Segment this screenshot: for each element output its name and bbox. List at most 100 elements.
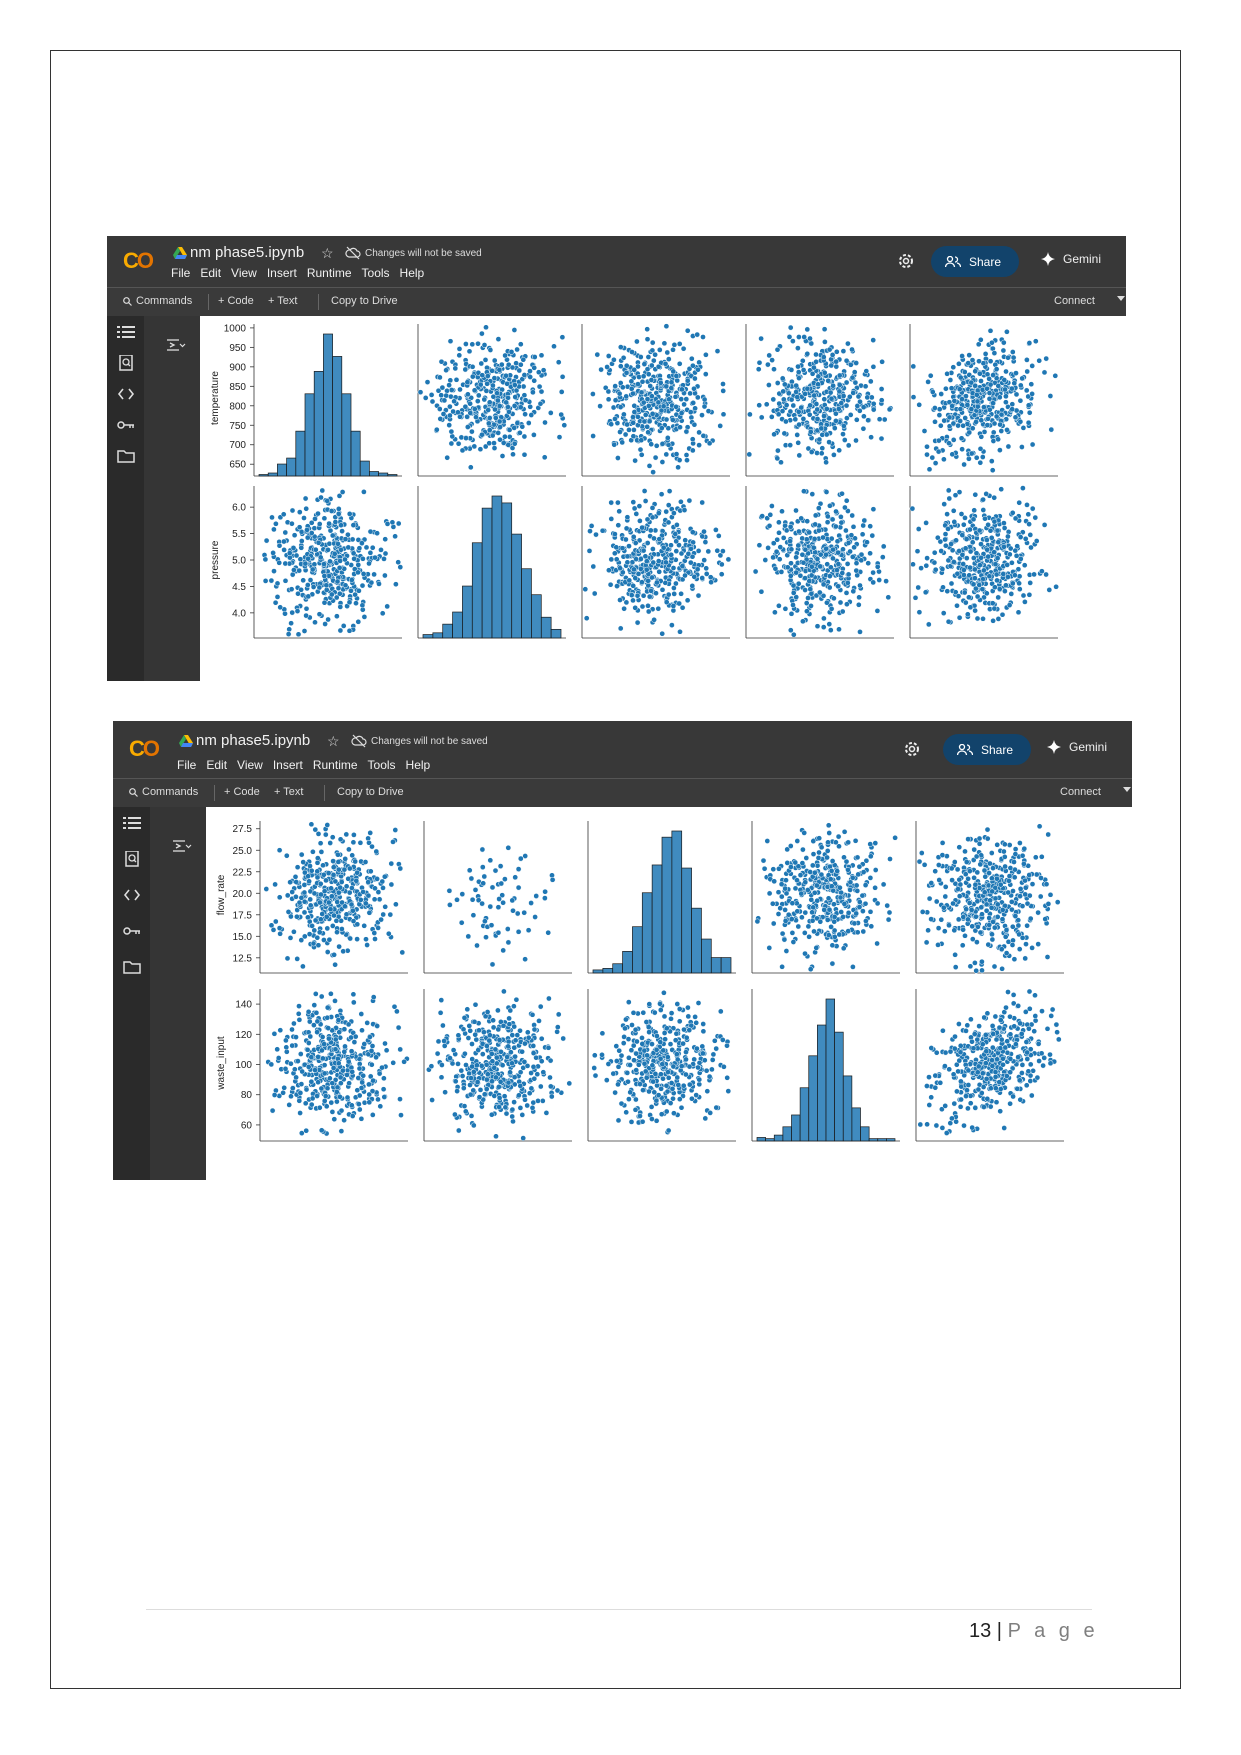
connect-dropdown-icon[interactable]	[1117, 296, 1125, 301]
connect-button[interactable]: Connect	[1060, 786, 1101, 798]
scatter-point	[700, 432, 707, 439]
scatter-point	[371, 930, 378, 936]
key-icon[interactable]	[123, 923, 141, 939]
scatter-point	[983, 491, 990, 497]
scatter-point	[923, 562, 930, 569]
scatter-point	[1001, 543, 1007, 550]
commands-button[interactable]: Commands	[136, 295, 193, 307]
scatter-point	[785, 390, 792, 397]
scatter-point	[296, 509, 303, 515]
scatter-point	[350, 550, 357, 557]
find-icon[interactable]	[117, 355, 135, 371]
scatter-point	[307, 896, 314, 903]
scatter-point	[861, 517, 868, 524]
menu-insert[interactable]: Insert	[266, 266, 297, 280]
menu-edit[interactable]: Edit	[200, 266, 222, 280]
scatter-point	[972, 575, 978, 582]
scatter-point	[971, 566, 978, 573]
menu-tools[interactable]: Tools	[367, 758, 396, 772]
menu-help[interactable]: Help	[405, 758, 431, 772]
connect-dropdown-icon[interactable]	[1123, 787, 1131, 792]
scatter-point	[860, 869, 867, 875]
scatter-point	[363, 936, 369, 943]
scatter-point	[489, 884, 496, 891]
gear-icon[interactable]	[897, 252, 915, 270]
scatter-point	[1011, 874, 1018, 881]
star-icon[interactable]: ☆	[327, 733, 340, 749]
scatter-point	[608, 499, 615, 506]
folder-icon[interactable]	[123, 959, 141, 975]
star-icon[interactable]: ☆	[321, 245, 334, 261]
menu-edit[interactable]: Edit	[206, 758, 228, 772]
scatter-point	[336, 564, 343, 571]
scatter-point	[840, 914, 846, 920]
gear-icon[interactable]	[903, 740, 921, 758]
scatter-point	[1012, 547, 1019, 554]
scatter-point	[853, 567, 860, 574]
gemini-button[interactable]: Gemini	[1041, 252, 1101, 266]
code-snippets-icon[interactable]	[123, 887, 141, 903]
scatter-point	[868, 434, 874, 441]
toc-icon[interactable]	[123, 815, 141, 831]
output-toggle-icon[interactable]	[166, 338, 186, 352]
scatter-point	[372, 885, 378, 892]
scatter-point	[974, 398, 981, 405]
scatter-point	[972, 491, 979, 498]
scatter-point	[1009, 406, 1016, 413]
scatter-point	[795, 345, 801, 351]
scatter-point	[337, 604, 344, 610]
output-toggle-icon[interactable]	[172, 839, 192, 853]
scatter-point	[977, 370, 983, 377]
scatter-point	[828, 395, 835, 402]
toc-icon[interactable]	[117, 324, 135, 340]
copy-to-drive-button[interactable]: Copy to Drive	[331, 295, 398, 307]
gemini-button[interactable]: Gemini	[1047, 740, 1107, 754]
folder-icon[interactable]	[117, 448, 135, 464]
scatter-point	[1036, 357, 1043, 364]
scatter-point	[829, 352, 836, 358]
menu-file[interactable]: File	[177, 758, 197, 772]
share-button[interactable]: Share	[931, 246, 1019, 277]
commands-button[interactable]: Commands	[142, 786, 199, 798]
scatter-point	[806, 933, 812, 940]
menu-view[interactable]: View	[231, 266, 257, 280]
scatter-point	[778, 881, 785, 888]
menu-insert[interactable]: Insert	[272, 758, 303, 772]
scatter-point	[952, 492, 959, 499]
code-snippets-icon[interactable]	[117, 386, 135, 402]
scatter-point	[487, 857, 494, 864]
menu-view[interactable]: View	[237, 758, 263, 772]
scatter-point	[923, 520, 929, 526]
scatter-point	[814, 623, 821, 630]
cloud-off-icon	[345, 246, 361, 260]
scatter-point	[446, 422, 453, 428]
menu-runtime[interactable]: Runtime	[312, 758, 358, 772]
find-icon[interactable]	[123, 851, 141, 867]
add-code-button[interactable]: + Code	[224, 786, 260, 798]
add-text-button[interactable]: + Text	[268, 295, 298, 307]
menu-runtime[interactable]: Runtime	[306, 266, 352, 280]
scatter-point	[991, 420, 998, 427]
copy-to-drive-button[interactable]: Copy to Drive	[337, 786, 404, 798]
connect-button[interactable]: Connect	[1054, 295, 1095, 307]
notebook-title[interactable]: nm phase5.ipynb	[190, 244, 305, 261]
scatter-point	[482, 357, 489, 363]
scatter-point	[296, 524, 303, 531]
scatter-point	[1019, 375, 1026, 382]
scatter-point	[849, 874, 856, 881]
menu-tools[interactable]: Tools	[361, 266, 390, 280]
notebook-title[interactable]: nm phase5.ipynb	[196, 732, 311, 749]
scatter-point	[972, 607, 978, 614]
scatter-point	[336, 493, 343, 499]
scatter-point	[815, 373, 822, 380]
menu-help[interactable]: Help	[399, 266, 425, 280]
menu-file[interactable]: File	[171, 266, 191, 280]
scatter-point	[996, 586, 1003, 592]
key-icon[interactable]	[117, 417, 135, 433]
scatter-point	[638, 556, 644, 562]
add-code-button[interactable]: + Code	[218, 295, 254, 307]
scatter-point	[538, 388, 545, 395]
add-text-button[interactable]: + Text	[274, 786, 304, 798]
share-button[interactable]: Share	[943, 734, 1031, 765]
histogram-bar	[622, 951, 633, 974]
